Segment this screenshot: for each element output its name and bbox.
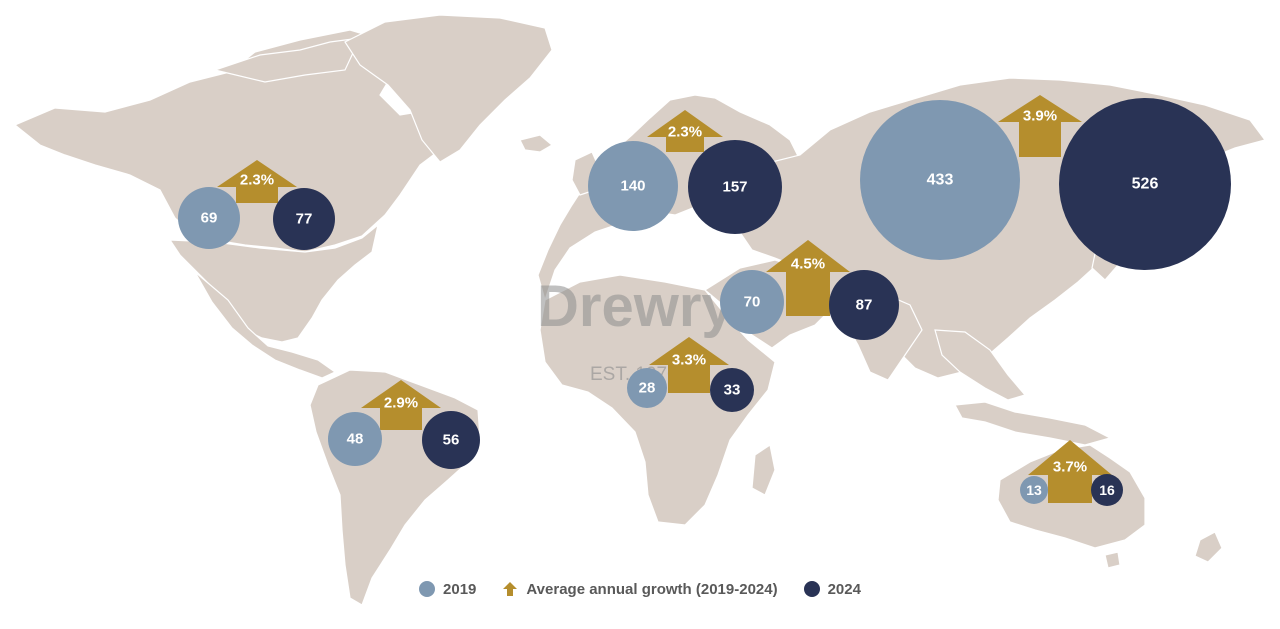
bubble-2019: 140	[588, 141, 678, 231]
land-greenland	[344, 14, 553, 163]
growth-arrow: 3.9%	[998, 95, 1082, 157]
growth-arrow: 4.5%	[766, 240, 850, 316]
svg-text:16: 16	[1099, 482, 1115, 498]
svg-text:2.9%: 2.9%	[384, 395, 418, 412]
bubble-2024: 526	[1059, 98, 1231, 270]
region-north-america: 2.3% 69 77	[178, 160, 335, 250]
region-oceania: 3.7% 13 16	[1020, 440, 1123, 506]
svg-text:3.9%: 3.9%	[1023, 108, 1057, 125]
land-indonesia	[954, 401, 1112, 446]
growth-arrow: 3.7%	[1028, 440, 1112, 503]
legend-growth-label: Average annual growth (2019-2024)	[526, 580, 778, 598]
svg-text:3.7%: 3.7%	[1053, 459, 1087, 476]
bubble-2019: 433	[860, 100, 1020, 260]
region-asia: 3.9% 433 526	[860, 95, 1231, 270]
growth-arrow: 2.3%	[647, 110, 723, 152]
svg-text:87: 87	[856, 297, 873, 314]
bubble-2024: 16	[1091, 474, 1123, 506]
growth-arrow: 2.9%	[361, 380, 441, 430]
svg-text:69: 69	[201, 210, 218, 227]
svg-text:526: 526	[1132, 176, 1159, 193]
region-middle-east: 4.5% 70 87	[720, 240, 899, 340]
bubble-2024: 33	[710, 368, 754, 412]
legend-2024-label: 2024	[827, 580, 861, 598]
drewry-watermark: Drewry EST. 1970	[537, 274, 734, 385]
land-madagascar	[751, 444, 776, 496]
growth-arrow: 3.3%	[649, 337, 729, 393]
bubble-2019: 48	[328, 412, 382, 466]
land-tasmania	[1104, 551, 1121, 569]
bubble-2019: 69	[178, 187, 240, 249]
svg-text:4.5%: 4.5%	[791, 256, 825, 273]
svg-text:77: 77	[296, 211, 313, 228]
svg-text:2.3%: 2.3%	[668, 124, 702, 141]
legend-2019-dot-icon	[419, 581, 436, 597]
svg-text:157: 157	[722, 179, 747, 196]
svg-text:433: 433	[927, 172, 954, 189]
bubble-2024: 87	[829, 270, 899, 340]
bubble-2019: 70	[720, 270, 784, 334]
legend-item-2024: 2024	[803, 580, 861, 598]
legend-item-growth: Average annual growth (2019-2024)	[502, 580, 778, 598]
svg-text:3.3%: 3.3%	[672, 352, 706, 369]
bubble-2019: 28	[627, 368, 667, 408]
legend-2024-dot-icon	[803, 581, 820, 597]
legend-2019-label: 2019	[443, 580, 477, 598]
region-europe: 2.3% 140 157	[588, 110, 782, 234]
land-southeast-asia	[934, 329, 1027, 401]
land-iceland	[519, 134, 554, 153]
bubble-2024: 157	[688, 140, 782, 234]
svg-text:48: 48	[347, 431, 364, 448]
land-new-zealand	[1194, 531, 1223, 563]
svg-text:70: 70	[744, 294, 761, 311]
legend: 2019 Average annual growth (2019-2024) 2…	[0, 576, 1280, 602]
region-africa: 3.3% 28 33	[627, 337, 754, 412]
bubble-2024: 77	[273, 188, 335, 250]
svg-text:13: 13	[1026, 482, 1042, 498]
watermark-brand: Drewry	[537, 274, 734, 339]
svg-text:2.3%: 2.3%	[240, 172, 274, 189]
svg-text:56: 56	[443, 432, 460, 449]
svg-text:28: 28	[639, 380, 656, 397]
legend-growth-arrow-icon	[503, 582, 518, 596]
growth-arrow: 2.3%	[217, 160, 297, 203]
svg-text:33: 33	[724, 382, 741, 399]
region-south-america: 2.9% 48 56	[328, 380, 480, 469]
svg-text:140: 140	[620, 178, 645, 195]
land-mexico	[194, 271, 337, 379]
bubble-2024: 56	[422, 411, 480, 469]
legend-item-2019: 2019	[419, 581, 476, 598]
bubble-2019: 13	[1020, 476, 1048, 504]
